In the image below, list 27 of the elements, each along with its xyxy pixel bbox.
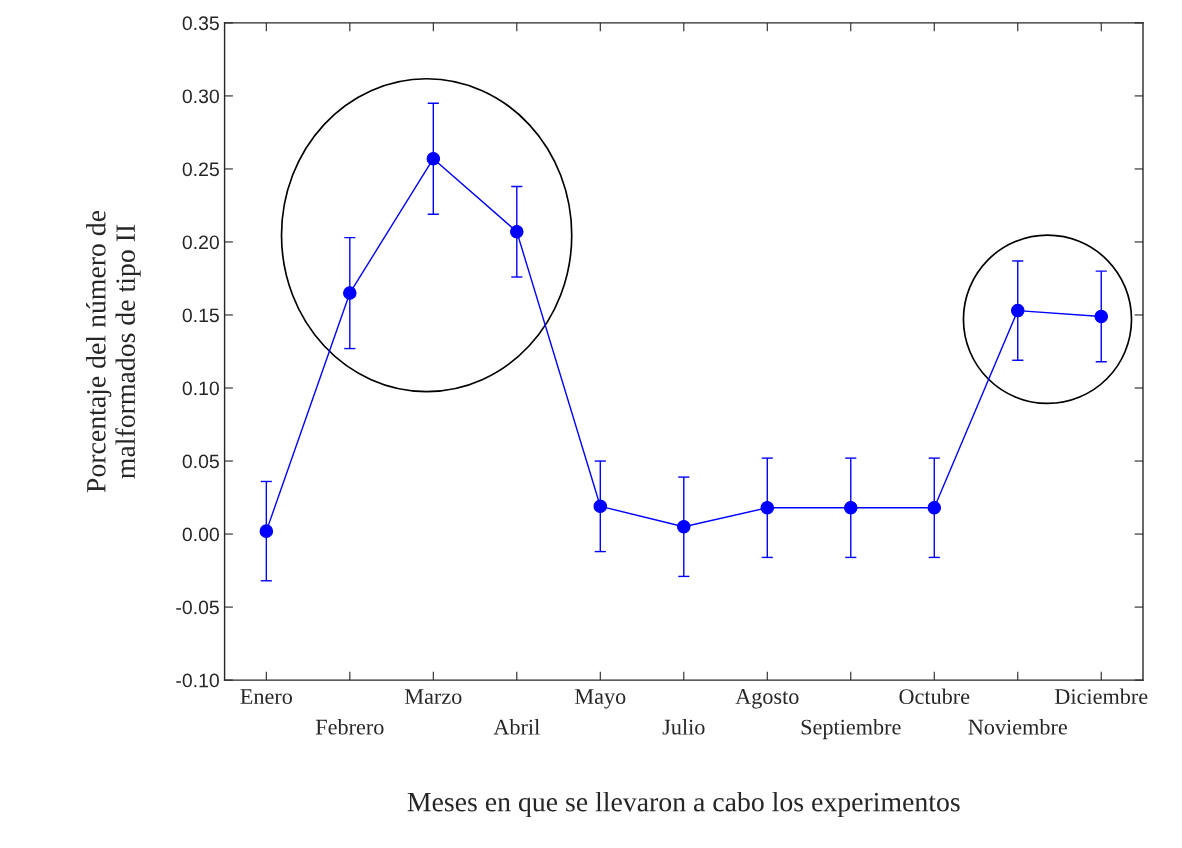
point: [1010, 303, 1025, 318]
x-tick-label: Abril: [493, 718, 540, 735]
x-tick-label: Julio: [662, 718, 705, 735]
point: [593, 499, 608, 514]
y-tick-label: 0.25: [182, 162, 219, 177]
y-tick-label: -0.05: [176, 600, 219, 615]
point: [1094, 309, 1109, 324]
x-tick-label: Noviembre: [968, 718, 1067, 735]
y-axis-title: Porcentaje del número de malformados de tipo II: [86, 210, 141, 493]
x-tick-label: Diciembre: [1054, 688, 1148, 705]
y-tick-label: 0.10: [182, 381, 219, 396]
x-tick-label: Octubre: [899, 688, 970, 705]
y-tick-label: -0.10: [176, 673, 219, 688]
x-axis-title: Meses en que se llevaron a cabo los experimentos: [407, 791, 960, 818]
point: [510, 224, 524, 239]
x-tick-label: Febrero: [315, 718, 384, 735]
y-tick-label: 0.35: [182, 16, 219, 31]
x-tick-label: Septiembre: [801, 718, 901, 740]
x-tick-label: Mayo: [575, 689, 626, 709]
y-tick-label: 0.05: [182, 454, 219, 469]
y-tick-label: 0.20: [182, 235, 219, 250]
x-tick-label: Agosto: [735, 689, 799, 709]
y-tick-label: 0.00: [182, 527, 219, 542]
x-tick-label: Marzo: [404, 689, 462, 705]
y-tick-label: 0.30: [182, 89, 219, 104]
x-tick-label: Enero: [240, 689, 293, 705]
y-tick-label: 0.15: [182, 308, 219, 323]
